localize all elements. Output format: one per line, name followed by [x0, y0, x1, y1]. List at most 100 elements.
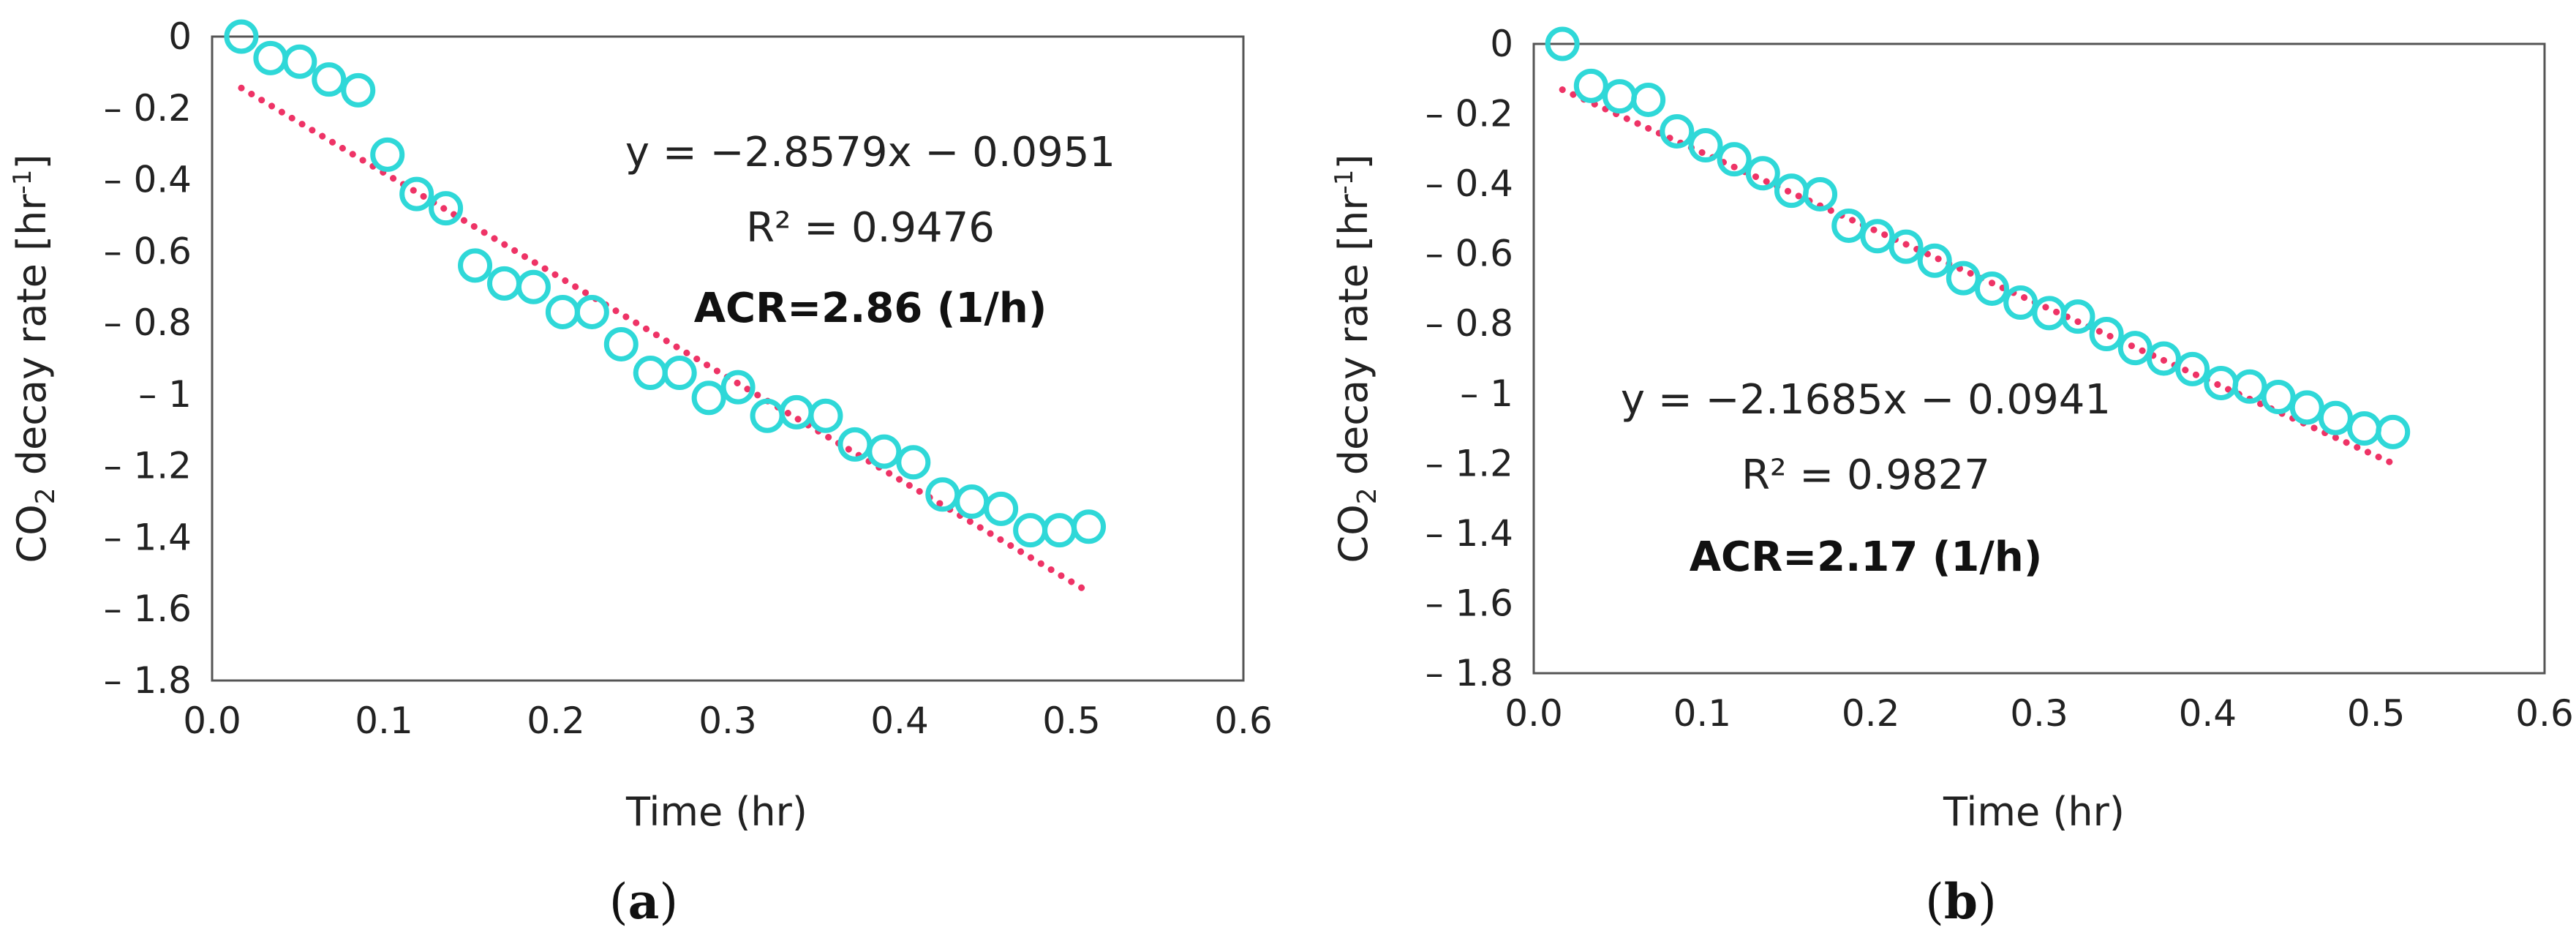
y-tick-label: 0: [168, 15, 192, 58]
y-tick-label: – 1: [1460, 372, 1513, 415]
y-label-co: CO: [9, 504, 55, 563]
data-point: [1745, 156, 1780, 191]
data-point: [2146, 341, 2181, 376]
data-point: [1860, 219, 1895, 254]
data-point: [1717, 142, 1752, 177]
data-point: [1803, 176, 1838, 211]
panel-letter: b: [1944, 873, 1978, 930]
data-point: [2003, 285, 2038, 321]
panel-label: (a): [609, 873, 678, 930]
x-tick-label: 0.6: [1214, 700, 1273, 742]
data-point: [603, 326, 639, 361]
data-point: [2289, 390, 2324, 425]
data-point: [224, 19, 259, 54]
y-label-sub: 2: [1352, 487, 1382, 504]
panel-letter: a: [628, 873, 660, 930]
chart-b-svg: 0 – 0.2 – 0.4 – 0.6 – 0.8 – 1 – 1.2 – 1.4 – 1.6 –…: [1330, 23, 2574, 930]
y-tick-label: – 0.4: [1426, 162, 1513, 205]
y-label-sup: -1: [8, 170, 37, 195]
data-point: [1573, 68, 1608, 103]
plot-frame: [211, 35, 1245, 682]
data-point: [662, 356, 697, 391]
chart-panel-a: 0 – 0.2 – 0.4 – 0.6 – 0.8 – 1 – 1.2 – 1.4 – 1.6 –…: [8, 15, 1273, 930]
data-point: [399, 176, 434, 211]
x-tick-label: 0.3: [698, 700, 757, 742]
data-point: [516, 269, 551, 304]
y-axis-label: CO2 decay rate [hr-1]: [1330, 154, 1382, 563]
y-label-end: ]: [9, 154, 55, 169]
y-label-end: ]: [1330, 154, 1376, 169]
data-points: [224, 19, 1106, 548]
data-point: [2232, 369, 2267, 404]
y-tick-label: – 1: [138, 373, 192, 416]
data-points: [1545, 26, 2411, 449]
x-axis-label: Time (hr): [1943, 789, 2125, 835]
data-point: [458, 248, 493, 283]
data-point: [312, 62, 347, 97]
y-tick-label: 0: [1490, 23, 1513, 65]
data-point: [720, 370, 756, 405]
trendline-path: [1559, 86, 2397, 467]
data-point: [341, 72, 376, 108]
data-point: [867, 434, 902, 469]
y-tick-label: – 1.6: [104, 588, 192, 630]
data-point: [984, 491, 1019, 526]
panel-label: (b): [1925, 873, 1997, 930]
y-tick-label: – 0.4: [104, 159, 192, 201]
x-tick-label: 0.4: [870, 700, 929, 742]
chart-a-svg: 0 – 0.2 – 0.4 – 0.6 – 0.8 – 1 – 1.2 – 1.4 – 1.6 –…: [8, 15, 1273, 930]
data-point: [1545, 26, 1580, 61]
x-tick-label: 0.1: [1673, 692, 1732, 735]
data-point: [282, 44, 317, 79]
x-tick-label: 0.0: [1504, 692, 1563, 735]
y-tick-label: – 1.6: [1426, 582, 1513, 624]
data-point: [2117, 331, 2153, 366]
x-axis-label: Time (hr): [625, 789, 807, 835]
data-point: [2060, 299, 2095, 334]
y-tick-label: – 0.8: [1426, 302, 1513, 345]
y-tick-label: – 1.8: [104, 659, 192, 702]
r2-label: R² = 0.9827: [1741, 451, 1990, 499]
equation-label: y = −2.1685x − 0.0941: [1621, 376, 2111, 424]
data-point: [1631, 82, 1666, 117]
x-tick-labels: 0.0 0.1 0.2 0.3 0.4 0.5 0.6: [1504, 692, 2574, 735]
x-tick-label: 0.5: [1042, 700, 1101, 742]
data-point: [370, 137, 405, 172]
y-tick-label: – 1.2: [1426, 442, 1513, 484]
x-tick-label: 0.4: [2179, 692, 2237, 735]
data-point: [2175, 351, 2210, 386]
data-point: [1946, 261, 1981, 296]
trendline: [1559, 86, 2397, 467]
data-point: [1975, 271, 2010, 306]
x-tick-label: 0.0: [183, 700, 241, 742]
data-point: [2318, 400, 2353, 435]
data-point: [896, 445, 931, 480]
x-tick-label: 0.3: [2010, 692, 2068, 735]
y-label-rest: decay rate [hr: [1330, 194, 1376, 488]
data-point: [1917, 243, 1952, 278]
y-tick-label: – 1.4: [104, 516, 192, 558]
y-tick-label: – 0.6: [104, 230, 192, 272]
data-point: [691, 381, 726, 416]
data-point: [2376, 414, 2411, 449]
acr-label: ACR=2.17 (1/h): [1690, 533, 2043, 581]
data-point: [1831, 208, 1867, 243]
data-point: [1688, 128, 1723, 163]
x-tick-labels: 0.0 0.1 0.2 0.3 0.4 0.5 0.6: [183, 700, 1273, 742]
data-point: [574, 294, 609, 329]
y-tick-label: – 1.8: [1426, 652, 1513, 694]
data-point: [429, 191, 464, 226]
y-label-sub: 2: [31, 487, 61, 504]
y-tick-label: – 0.6: [1426, 233, 1513, 275]
x-tick-label: 0.2: [1842, 692, 1900, 735]
y-tick-labels: 0 – 0.2 – 0.4 – 0.6 – 0.8 – 1 – 1.2 – 1.4 – 1.6 –…: [104, 15, 192, 702]
x-tick-label: 0.6: [2515, 692, 2574, 735]
chart-panel-b: 0 – 0.2 – 0.4 – 0.6 – 0.8 – 1 – 1.2 – 1.4 – 1.6 –…: [1288, 0, 2576, 952]
x-tick-label: 0.1: [355, 700, 413, 742]
acr-label: ACR=2.86 (1/h): [694, 285, 1047, 332]
data-point: [2089, 317, 2124, 352]
y-tick-labels: 0 – 0.2 – 0.4 – 0.6 – 0.8 – 1 – 1.2 – 1.4 – 1.6 –…: [1426, 23, 1513, 694]
equation-label: y = −2.8579x − 0.0951: [625, 129, 1115, 176]
data-point: [1888, 229, 1924, 264]
y-tick-label: – 0.8: [104, 301, 192, 344]
